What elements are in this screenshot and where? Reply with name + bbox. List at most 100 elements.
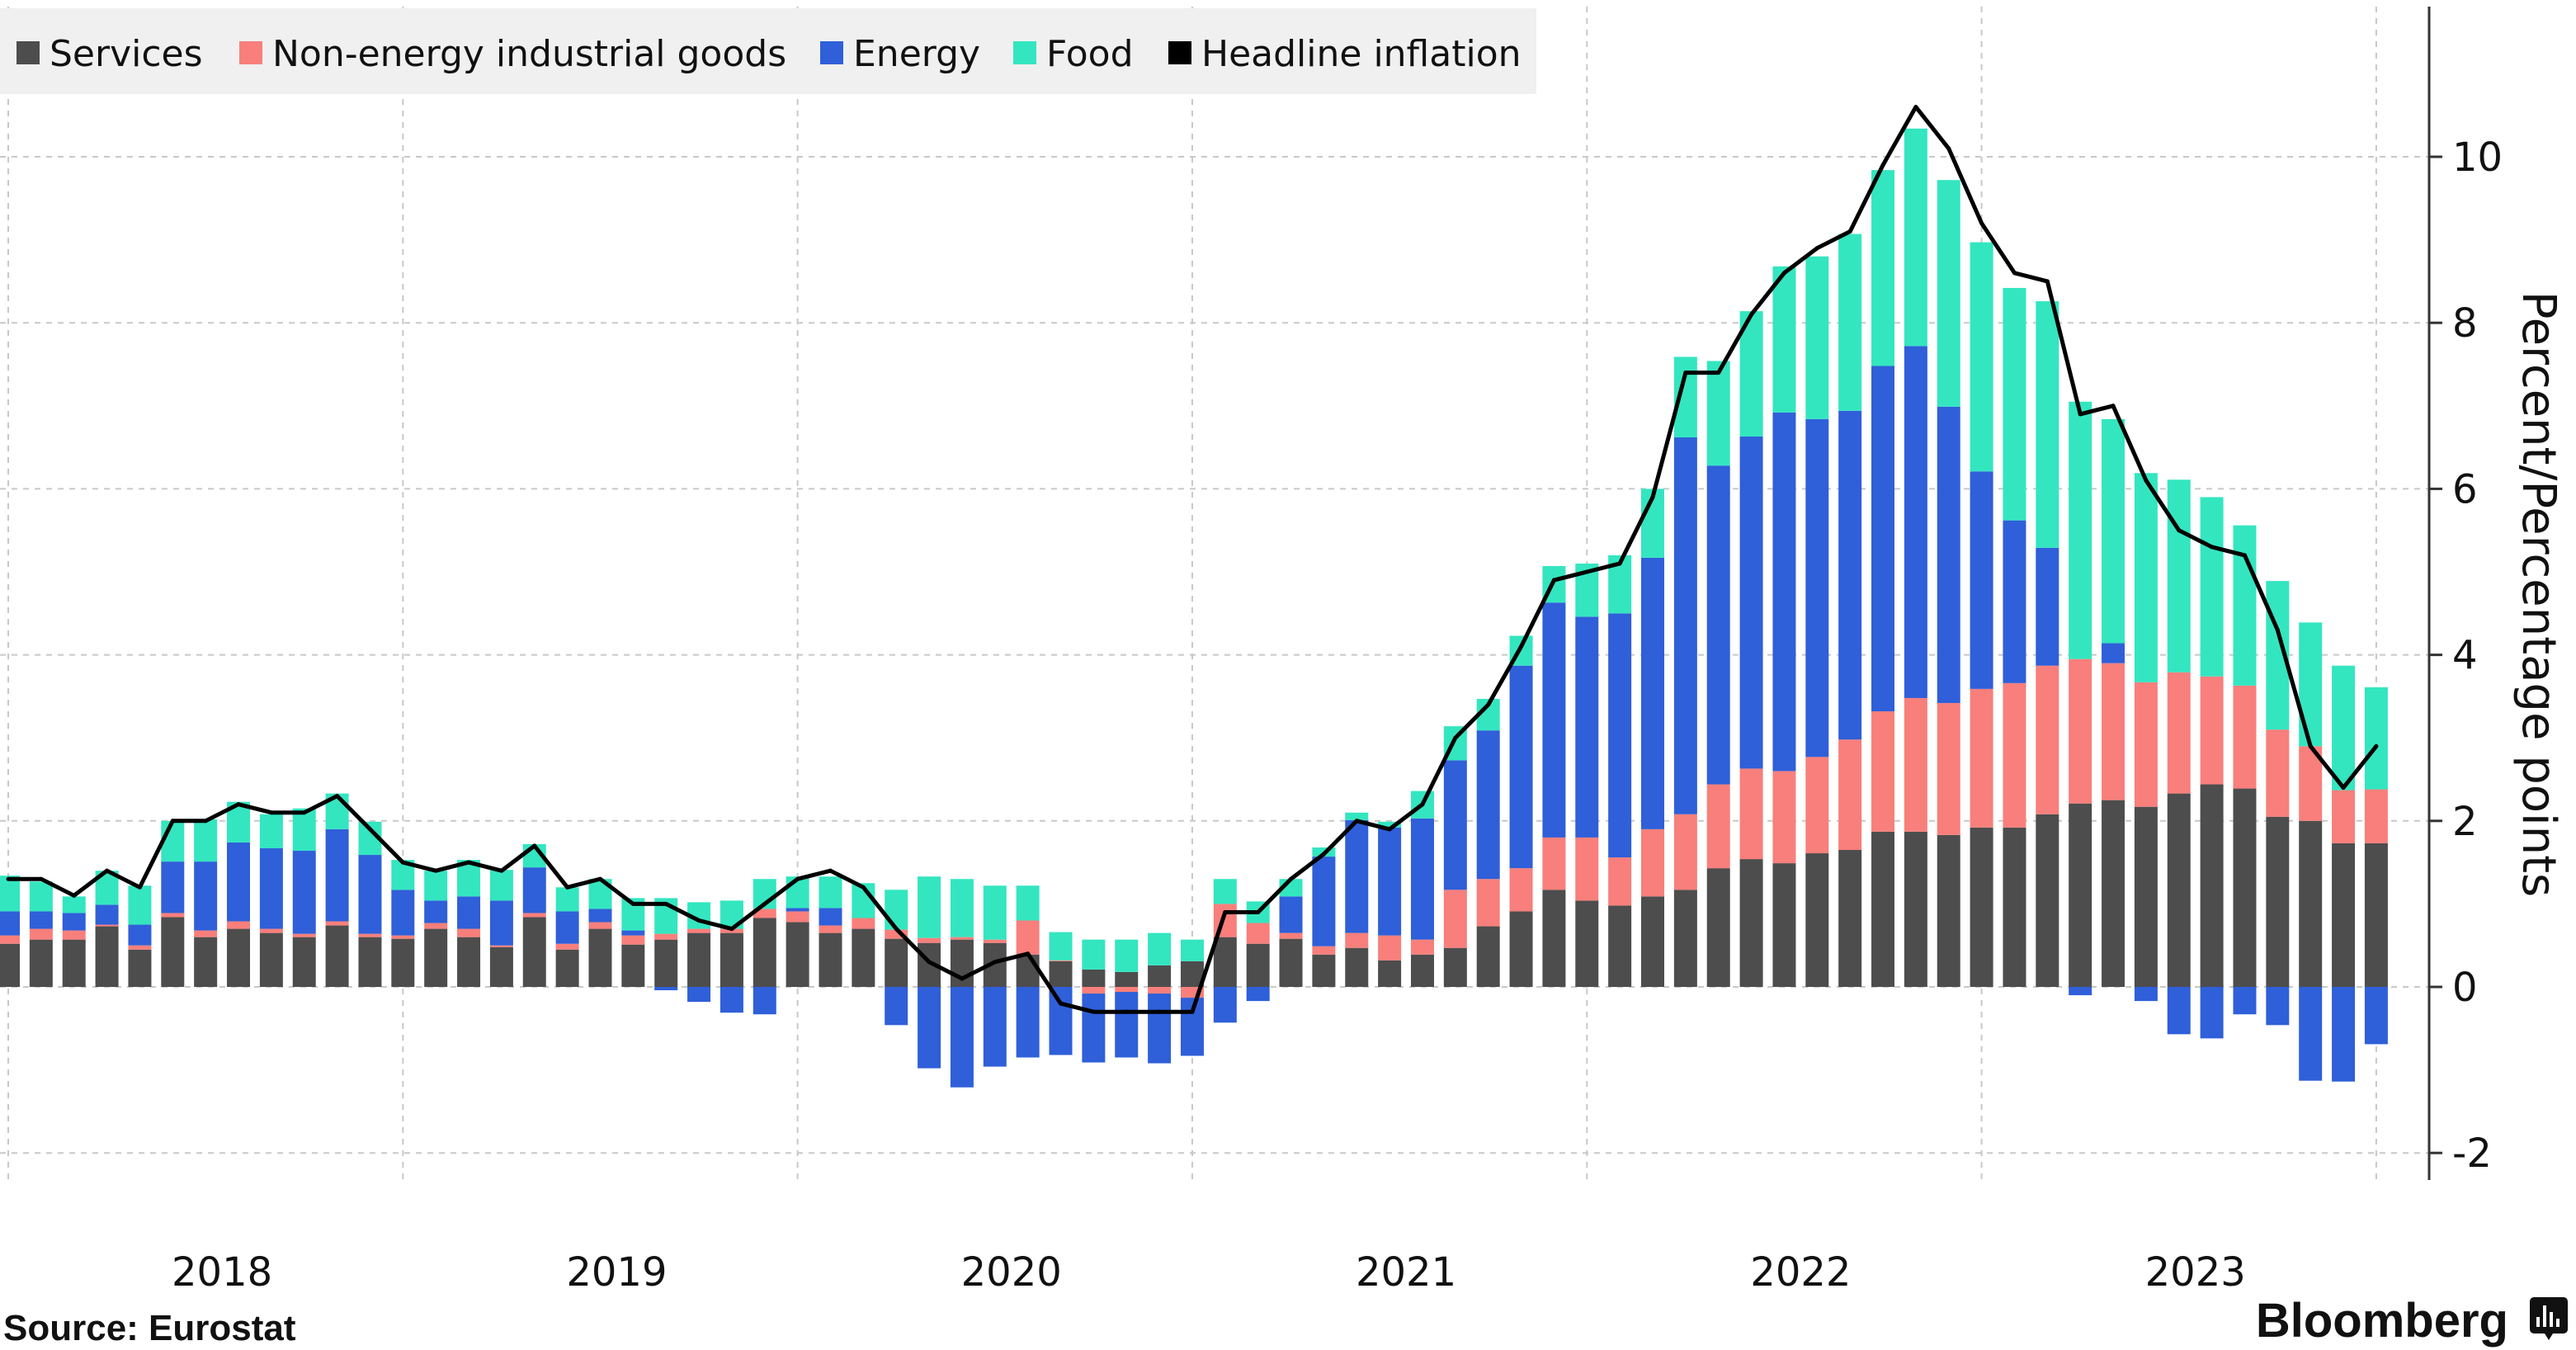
headline-point-2018-11: [367, 827, 372, 832]
bar-neig-2018-11: [358, 933, 382, 937]
bar-food-2020-09: [1082, 939, 1106, 970]
bar-neig-2019-01: [424, 923, 448, 929]
y-tick-label: 6: [2452, 466, 2478, 512]
headline-point-2019-10: [729, 927, 734, 932]
bar-services-2017-12: [0, 943, 20, 987]
bar-energy-2021-10: [1509, 665, 1533, 869]
bar-neig-2021-02: [1246, 923, 1270, 944]
bar-neig-2020-07: [1016, 920, 1040, 955]
bar-energy-2023-04: [2102, 643, 2125, 663]
bar-food-2020-04: [918, 876, 941, 938]
bar-energy-2023-08: [2233, 987, 2257, 1015]
headline-point-2021-02: [1256, 909, 1261, 914]
legend-swatch-energy: [820, 41, 843, 64]
bar-energy-2020-03: [885, 987, 908, 1026]
bar-neig-2021-05: [1345, 932, 1369, 948]
bar-neig-2022-07: [1805, 757, 1829, 854]
headline-point-2018-06: [203, 819, 208, 824]
bar-food-2021-01: [1213, 879, 1237, 904]
bar-services-2022-03: [1673, 890, 1697, 987]
x-year-label-2020: 2020: [961, 1249, 1062, 1296]
headline-point-2022-03: [1683, 371, 1688, 375]
bar-food-2022-06: [1772, 266, 1796, 413]
bar-food-2022-11: [1937, 180, 1960, 407]
stacked-bars: [0, 128, 2388, 1088]
y-axis-title: Percent/Percentage points: [2512, 291, 2565, 897]
bar-energy-2022-01: [1608, 613, 1632, 858]
bar-services-2019-05: [555, 949, 579, 987]
bar-energy-2021-02: [1246, 987, 1270, 1002]
headline-point-2022-09: [1880, 163, 1885, 168]
bar-energy-2018-12: [391, 890, 415, 936]
bar-neig-2019-11: [753, 909, 776, 918]
bar-neig-2021-09: [1476, 879, 1500, 927]
bar-food-2022-08: [1838, 234, 1862, 411]
bar-services-2018-11: [358, 937, 382, 987]
bar-food-2018-08: [259, 814, 283, 848]
y-tick-label: -2: [2452, 1131, 2492, 1177]
bar-neig-2022-08: [1838, 739, 1862, 851]
bar-energy-2020-05: [950, 987, 974, 1088]
bar-energy-2023-07: [2200, 987, 2224, 1039]
bar-food-2020-12: [1180, 939, 1204, 961]
bar-energy-2022-10: [1904, 346, 1927, 698]
bar-energy-2018-06: [194, 861, 218, 931]
bar-energy-2022-08: [1838, 410, 1862, 740]
bar-neig-2019-09: [687, 928, 711, 933]
bar-services-2021-09: [1476, 926, 1500, 987]
bar-neig-2022-11: [1937, 702, 1960, 835]
bar-services-2021-07: [1410, 954, 1434, 987]
bar-neig-2020-01: [819, 925, 842, 933]
headline-point-2021-06: [1387, 827, 1392, 832]
headline-point-2021-05: [1354, 819, 1359, 824]
bar-services-2019-02: [457, 937, 481, 987]
bar-food-2018-04: [128, 885, 152, 925]
bar-services-2023-02: [2036, 814, 2059, 987]
headline-point-2022-05: [1749, 312, 1754, 317]
headline-point-2023-10: [2308, 743, 2313, 748]
bar-services-2019-10: [719, 932, 743, 987]
bar-services-2023-12: [2364, 843, 2388, 987]
legend-swatch-neig: [239, 41, 262, 64]
bar-services-2022-09: [1871, 831, 1895, 987]
bar-food-2023-06: [2167, 479, 2191, 673]
bloomberg-wordmark: Bloomberg: [2256, 1294, 2508, 1348]
headline-point-2023-12: [2374, 743, 2379, 748]
bar-neig-2022-10: [1904, 697, 1927, 832]
bar-neig-2019-03: [489, 945, 513, 947]
legend-swatch-food: [1013, 41, 1036, 64]
bar-neig-2021-08: [1443, 890, 1467, 948]
bar-services-2018-08: [259, 932, 283, 987]
bar-energy-2023-12: [2364, 987, 2388, 1045]
bar-services-2018-09: [292, 937, 316, 987]
bar-neig-2023-04: [2102, 663, 2125, 800]
bar-neig-2018-01: [29, 928, 53, 940]
bar-energy-2020-09: [1082, 994, 1106, 1063]
headline-point-2020-05: [960, 976, 965, 981]
bar-services-2018-06: [194, 937, 218, 987]
bar-food-2018-01: [29, 881, 53, 912]
bar-neig-2019-12: [786, 911, 809, 923]
bar-neig-2020-03: [885, 929, 908, 939]
bar-energy-2019-04: [522, 867, 546, 913]
bar-neig-2022-06: [1772, 771, 1796, 864]
headline-point-2019-03: [499, 868, 504, 873]
headline-point-2020-03: [894, 927, 899, 932]
bar-services-2022-02: [1641, 896, 1664, 987]
headline-point-2019-07: [630, 901, 635, 906]
bar-energy-2021-06: [1378, 827, 1402, 936]
bar-neig-2023-02: [2036, 665, 2059, 814]
bar-services-2019-01: [424, 928, 448, 987]
bar-energy-2019-11: [753, 987, 776, 1015]
headline-point-2020-09: [1091, 1009, 1096, 1014]
headline-point-2019-04: [532, 843, 537, 848]
bar-energy-2022-06: [1772, 412, 1796, 772]
bar-food-2023-10: [2299, 622, 2323, 747]
headline-point-2023-03: [2078, 412, 2083, 417]
bar-food-2023-12: [2364, 687, 2388, 790]
bar-neig-2021-06: [1378, 935, 1402, 961]
headline-point-2022-10: [1913, 105, 1918, 110]
headline-point-2018-04: [137, 885, 142, 890]
headline-point-2018-03: [105, 868, 110, 873]
